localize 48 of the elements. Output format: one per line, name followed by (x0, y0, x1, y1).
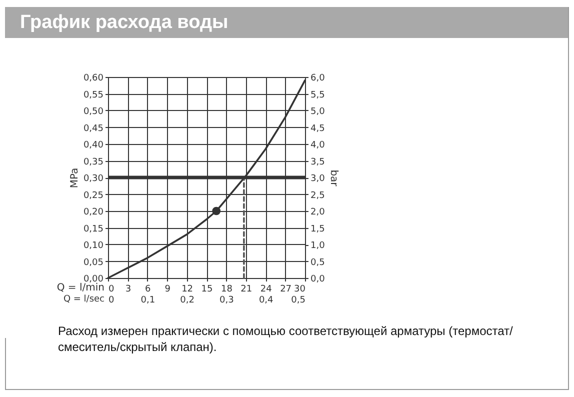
y-axis-title: MPa (69, 168, 80, 188)
y-tick-label: 0,25 (83, 190, 104, 201)
x-tick-label: 21 (240, 284, 252, 294)
x-tick-label: 15 (201, 284, 213, 294)
y2-tick-label: 0,0 (310, 274, 326, 284)
x2-tick-label: 0,3 (220, 296, 234, 306)
x-axis-title: Q = l/min (56, 282, 104, 294)
y-tick-label: 0,30 (83, 174, 104, 184)
x-tick-label: 30 (294, 284, 306, 294)
x2-tick-label: 0 (108, 296, 114, 306)
x-tick-label: 3 (125, 284, 132, 294)
y2-tick-label: 5,5 (310, 90, 325, 100)
y2-tick-label: 2,5 (310, 190, 325, 201)
y-tick-label: 0,55 (83, 90, 104, 100)
y-tick-label: 0,60 (83, 74, 104, 84)
y2-tick-label: 1,0 (310, 241, 326, 251)
x-tick-label: 18 (220, 284, 233, 294)
x-tick-label: 0 (108, 284, 114, 294)
y-tick-label: 0,50 (83, 107, 104, 117)
y-tick-label: 0,20 (83, 208, 104, 218)
x2-tick-label: 0,4 (258, 296, 274, 306)
y-tick-label: 0,40 (83, 140, 104, 150)
text: Расход измерен практически с помощью соответствующей арматуры (термостат/смеситель/скрытый клапан). (58, 323, 514, 355)
y-tick-label: 0,05 (83, 258, 104, 268)
x2-tick-label: 0,2 (180, 296, 194, 306)
x-tick-label: 27 (280, 284, 292, 294)
y2-tick-label: 6,0 (310, 74, 326, 84)
x2-tick-label: 0,5 (291, 296, 306, 306)
y2-tick-label: 4,0 (310, 140, 326, 150)
y2-tick-label: 3,5 (310, 157, 325, 168)
x-tick-label: 24 (260, 284, 272, 294)
y2-tick-label: 5,0 (310, 107, 326, 117)
chart-title: График расхода воды (20, 12, 228, 33)
y2-tick-label: 2,0 (310, 208, 326, 218)
y2-tick-label: 1,5 (310, 224, 325, 234)
x2-axis-title: Q = l/sec (63, 294, 105, 304)
x2-tick-label: 0,1 (140, 296, 156, 306)
x-tick-label: 6 (145, 284, 152, 294)
y-tick-label: 0,15 (83, 224, 104, 234)
y-tick-label: 0,45 (83, 124, 104, 134)
y2-axis-title: bar (328, 170, 339, 188)
y2-tick-label: 0,5 (310, 258, 325, 268)
x-tick-label: 12 (182, 284, 194, 294)
x-tick-label: 9 (164, 284, 171, 294)
y2-tick-label: 3,0 (310, 174, 326, 184)
y-tick-label: 0,35 (83, 157, 104, 168)
y2-tick-label: 4,5 (310, 124, 325, 134)
y-tick-label: 0,10 (83, 241, 104, 251)
